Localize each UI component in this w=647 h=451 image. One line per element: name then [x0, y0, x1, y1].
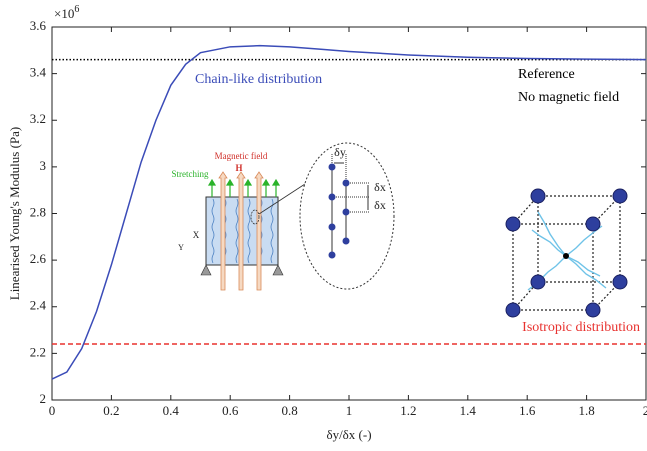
y-tick-label: 2.4 [30, 298, 47, 313]
x-tick-label: 0 [49, 403, 56, 418]
x-tick-label: 1.6 [519, 403, 536, 418]
annotation: No magnetic field [518, 90, 619, 105]
y-tick-label: 2.8 [30, 204, 46, 219]
y-tick-label: 3.2 [30, 111, 46, 126]
inset-label: δy [334, 145, 346, 159]
specimen-inset [200, 171, 306, 291]
inset-label: X [193, 230, 200, 240]
inset-label: Magnetic field [215, 151, 268, 161]
y-tick-label: 3 [40, 158, 47, 173]
y-multiplier-base: ×10 [54, 6, 74, 21]
y-tick-label: 3.4 [30, 65, 47, 80]
y-tick-label: 3.6 [30, 18, 47, 33]
cube-inset [505, 188, 628, 318]
x-axis-label: δy/δx (-) [326, 427, 371, 442]
inset-label: H [235, 163, 242, 173]
zoom-inset [299, 142, 395, 290]
inset-label: δx [374, 198, 386, 212]
data-line [51, 44, 647, 380]
y-tick-label: 2 [40, 391, 47, 406]
x-tick-label: 1.2 [400, 403, 416, 418]
x-tick-label: 0.2 [103, 403, 119, 418]
y-axis-label: Linearised Young's Modulus (Pa) [7, 127, 22, 301]
plot-frame [51, 26, 647, 401]
inset-label: Y [178, 243, 184, 252]
annotation: Chain-like distribution [195, 72, 322, 87]
annotation: Isotropic distribution [522, 320, 640, 335]
annotation: Reference [518, 67, 575, 82]
x-tick-label: 0.6 [222, 403, 239, 418]
x-tick-label: 1.8 [578, 403, 594, 418]
inset-label: Stretching [172, 169, 209, 179]
y-multiplier-exponent: 6 [74, 4, 79, 15]
x-tick-label: 1 [346, 403, 353, 418]
y-multiplier: ×106 [54, 4, 79, 21]
inset-label: δx [374, 180, 386, 194]
x-tick-label: 2 [643, 403, 647, 418]
y-tick-label: 2.2 [30, 344, 46, 359]
y-tick-label: 2.6 [30, 251, 47, 266]
x-tick-label: 0.8 [281, 403, 297, 418]
x-tick-label: 0.4 [163, 403, 180, 418]
x-tick-label: 1.4 [460, 403, 477, 418]
